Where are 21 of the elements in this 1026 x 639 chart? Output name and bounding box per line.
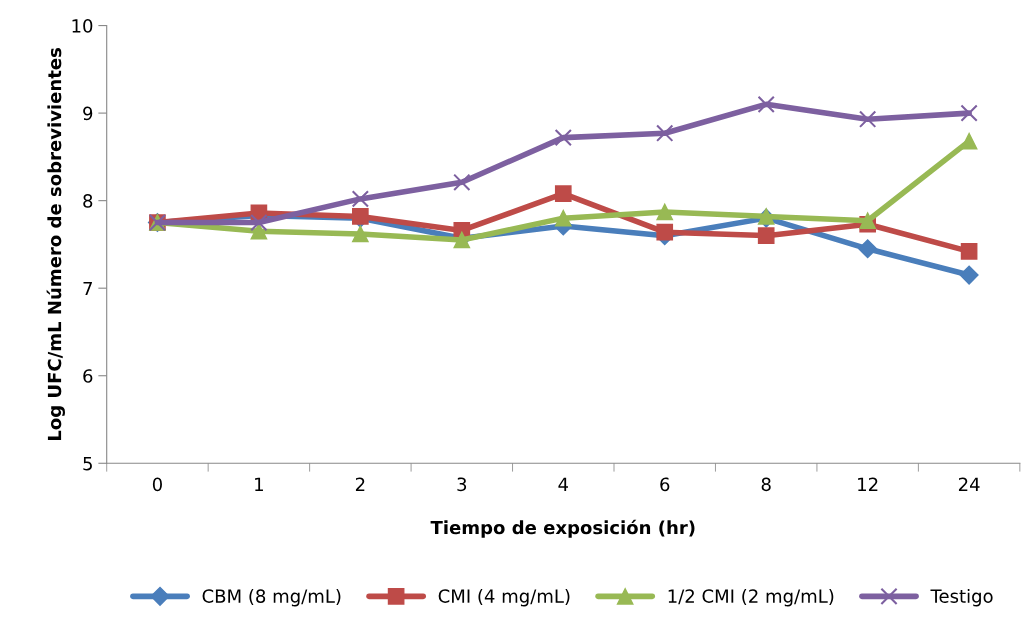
- legend-label: CBM (8 mg/mL): [202, 588, 341, 607]
- y-axis-title: Log UFC/mL Número de sobrevivientes: [46, 48, 65, 441]
- x-tick-label: 4: [558, 477, 569, 491]
- legend-label: CMI (4 mg/mL): [438, 588, 570, 607]
- x-tick-label: 6: [660, 477, 670, 492]
- x-tick-label: 1: [255, 477, 263, 491]
- y-tick-label: 10: [72, 19, 93, 33]
- x-tick-label: 2: [355, 477, 365, 491]
- y-tick-label: 6: [83, 369, 93, 383]
- y-tick-label: 5: [83, 456, 92, 471]
- x-tick-label: 12: [858, 477, 878, 491]
- x-tick-label: 0: [152, 477, 162, 492]
- x-tick-label: 8: [761, 477, 771, 492]
- legend-label: 1/2 CMI (2 mg/mL): [668, 588, 834, 607]
- x-tick-label: 3: [457, 477, 467, 492]
- y-tick-label: 7: [83, 281, 92, 296]
- legend-label: Testigo: [930, 588, 993, 607]
- x-tick-label: 24: [958, 477, 980, 491]
- y-tick-label: 8: [83, 194, 93, 208]
- y-tick-label: 9: [83, 106, 93, 121]
- x-axis-title: Tiempo de exposición (hr): [430, 519, 695, 538]
